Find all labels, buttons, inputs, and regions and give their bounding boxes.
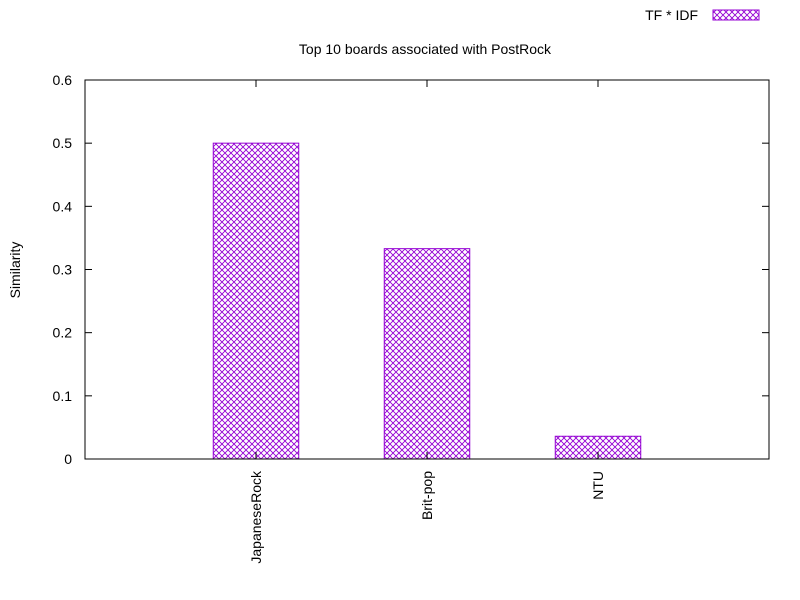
x-ticks-group: JapaneseRock Brit-pop NTU — [248, 80, 606, 564]
y-tick-label: 0.1 — [53, 388, 73, 404]
x-tick-label: JapaneseRock — [248, 470, 264, 564]
chart-title: Top 10 boards associated with PostRock — [299, 41, 552, 57]
x-tick-label: NTU — [590, 471, 606, 500]
y-tick-label: 0 — [64, 451, 72, 467]
y-tick-label: 0.5 — [53, 135, 73, 151]
y-tick-label: 0.3 — [53, 262, 73, 278]
legend: TF * IDF — [645, 7, 760, 23]
bar-japaneserock — [212, 142, 300, 460]
y-axis-label: Similarity — [7, 242, 23, 299]
bars-group — [212, 142, 642, 460]
x-tick-label: Brit-pop — [419, 471, 435, 520]
legend-swatch — [712, 9, 760, 21]
y-tick-label: 0.2 — [53, 325, 73, 341]
y-ticks-group: 0 0.1 0.2 0.3 0.4 0.5 0.6 — [53, 72, 769, 467]
y-tick-label: 0.6 — [53, 72, 73, 88]
legend-label: TF * IDF — [645, 7, 698, 23]
y-tick-label: 0.4 — [53, 198, 73, 214]
bar-brit-pop — [383, 248, 471, 460]
